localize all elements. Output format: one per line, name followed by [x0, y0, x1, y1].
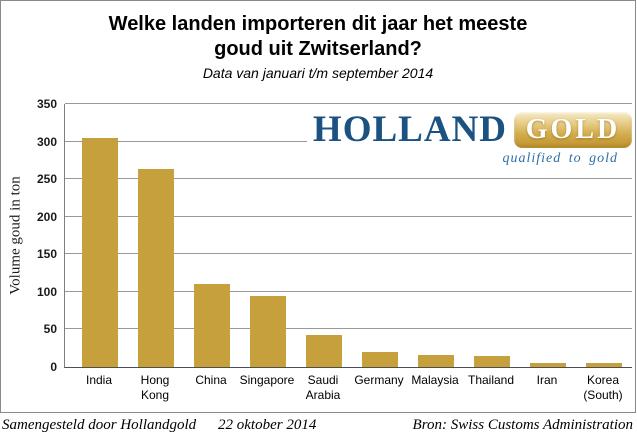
gridline — [65, 215, 632, 217]
hollandgold-logo: HOLLAND GOLD qualified to gold — [306, 109, 632, 170]
gridline — [65, 290, 632, 292]
bar-slot — [464, 104, 520, 367]
y-tick-label: 100 — [36, 284, 57, 299]
x-category-label: Hong Kong — [140, 373, 170, 402]
bar-korea-south — [586, 362, 622, 367]
bar-slot — [408, 104, 464, 367]
x-category-label: Korea (South) — [583, 373, 623, 402]
bar-india — [82, 137, 118, 367]
y-tick-labels: 0 50 100 150 200 250 300 350 — [1, 97, 57, 374]
bar-iran — [530, 362, 566, 367]
y-tick-label: 150 — [36, 247, 57, 262]
bar-china — [194, 284, 230, 367]
x-category-label: Malaysia — [411, 373, 459, 387]
x-category-label: India — [85, 373, 113, 387]
gridline — [65, 328, 632, 330]
footer-date: 22 oktober 2014 — [218, 417, 317, 433]
bar-saudi-arabia — [306, 335, 342, 367]
bar-slot — [352, 104, 408, 367]
y-tick-label: 0 — [50, 360, 57, 374]
logo-gold-badge: GOLD — [514, 112, 632, 148]
bar-slot — [72, 104, 128, 367]
chart-frame: Welke landen importeren dit jaar het mee… — [0, 0, 636, 413]
y-tick-label: 200 — [36, 209, 57, 224]
gridline — [65, 178, 632, 180]
x-category-label: Singapore — [239, 373, 295, 387]
bars — [72, 104, 632, 367]
bar-slot — [520, 104, 576, 367]
logo-holland-text: HOLLAND — [312, 109, 507, 150]
bar-slot — [576, 104, 632, 367]
bar-thailand — [474, 355, 510, 367]
logo-tagline: qualified to gold — [502, 151, 618, 166]
bar-slot — [240, 104, 296, 367]
x-category-label: Saudi Arabia — [305, 373, 341, 402]
logo-row: HOLLAND GOLD — [313, 111, 632, 149]
bar-singapore — [250, 296, 286, 367]
x-category-label: Iran — [536, 373, 558, 387]
bar-slot — [128, 104, 184, 367]
bar-slot — [296, 104, 352, 367]
bar-hong-kong — [138, 168, 174, 367]
x-category-label: Germany — [354, 373, 404, 387]
chart-subtitle: Data van januari t/m september 2014 — [202, 65, 434, 81]
x-category-label: Thailand — [467, 373, 515, 387]
chart-title: Welke landen importeren dit jaar het mee… — [1, 12, 635, 62]
x-category-labels: India Hong Kong China Singapore Saudi Arabia… — [71, 373, 631, 403]
footer-credit: Samengesteld door Hollandgold — [2, 417, 197, 433]
logo-gold-text: GOLD — [525, 114, 621, 145]
y-tick-label: 300 — [36, 134, 57, 149]
gridline — [65, 253, 632, 255]
gridline — [65, 103, 632, 104]
bar-malaysia — [418, 354, 454, 367]
chart-title-line2: goud uit Zwitserland? — [214, 38, 422, 60]
bar-slot — [184, 104, 240, 367]
chart-title-line1: Welke landen importeren dit jaar het mee… — [108, 13, 528, 35]
x-category-label: China — [195, 373, 227, 387]
footer-source: Bron: Swiss Customs Administration — [412, 417, 633, 433]
y-tick-label: 250 — [36, 172, 57, 187]
bar-germany — [362, 351, 398, 367]
plot-area: HOLLAND GOLD qualified to gold — [64, 103, 632, 368]
y-tick-label: 50 — [43, 322, 57, 337]
y-tick-label: 350 — [36, 97, 57, 111]
